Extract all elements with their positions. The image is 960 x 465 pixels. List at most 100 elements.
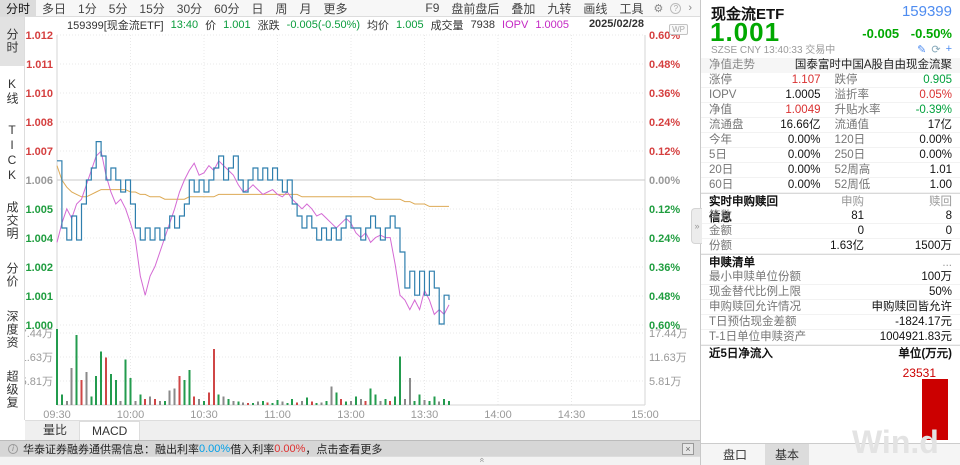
toolbar-item-1分[interactable]: 1分 (78, 1, 97, 16)
flow-bar-slot (922, 378, 948, 440)
iopv-label: IOPV (502, 18, 529, 31)
toolbar-item-F9[interactable]: F9 (425, 1, 440, 15)
panel-expander-handle[interactable]: » (691, 208, 702, 244)
intraday-chart-svg[interactable]: 1.012 1.011 1.010 1.008 1.007 1.006 1.005 1.004… (25, 17, 700, 420)
edit-icon[interactable]: ✎ (917, 44, 927, 56)
close-icon[interactable]: × (682, 442, 694, 455)
svg-text:13:00: 13:00 (337, 409, 365, 420)
price-value: 1.001 (223, 18, 251, 31)
toolbar-item-60分[interactable]: 60分 (214, 1, 240, 16)
redeem-list-header: 申赎清单 ... (701, 254, 960, 270)
info-value: 0.00% (919, 134, 952, 146)
last-price: 1.001 (710, 17, 781, 47)
toolbar-item-15分[interactable]: 15分 (139, 1, 165, 16)
subscribe-label: 金额 (709, 225, 732, 237)
info-label: 升贴水率 (834, 104, 881, 116)
svg-text:0.24%: 0.24% (649, 233, 680, 245)
info-row: 60日 0.00% 52周低 1.00 (701, 178, 960, 193)
toolbar-item-5分[interactable]: 5分 (108, 1, 128, 16)
svg-text:0.00%: 0.00% (649, 175, 680, 187)
flow-bar-slot (765, 378, 791, 440)
indicator-tab-量比[interactable]: 量比 (43, 423, 68, 437)
view-sidebar: 分时图 K线图 TICK 成交明细分价表深度资料超级复盘 (0, 17, 43, 420)
help-icon[interactable]: ? (670, 2, 682, 14)
intraday-chart-area[interactable]: 1.012 1.011 1.010 1.008 1.007 1.006 1.005 1.004… (25, 17, 700, 420)
toolbar-item-30分[interactable]: 30分 (176, 1, 203, 16)
sidebar-item-K线图[interactable]: K线图 (5, 77, 43, 106)
sidebar-item-分时图[interactable]: 分时图 (0, 17, 43, 66)
sidebar-item-超级复盘[interactable]: 超级复盘 (5, 370, 43, 410)
svg-text:1.006: 1.006 (25, 175, 53, 187)
toolbar-item-盘前盘后[interactable]: 盘前盘后 (451, 1, 500, 16)
toolbar-item-周[interactable]: 周 (275, 1, 288, 16)
svg-text:1.008: 1.008 (25, 117, 53, 129)
sidebar-item-深度资料[interactable]: 深度资料 (5, 310, 43, 350)
svg-text:10:30: 10:30 (190, 409, 218, 420)
period-toolbar: 分时 多日 1分 5分 15分 30分 60分日周月更多 F9 盘前盘后 叠加 九转 画线 工具 ⚙ … (0, 0, 700, 17)
toolbar-item-更多[interactable]: 更多 (323, 1, 348, 16)
info-label: IOPV (709, 89, 737, 101)
svg-text:5.81万: 5.81万 (649, 376, 681, 388)
margin-notice-bar[interactable]: i 华泰证券融券通供需信息：融出利率 0.00% 借入利率 0.00% ，点击查… (0, 440, 700, 456)
panel-tab-bar: 盘口 基本 (701, 443, 960, 465)
toolbar-item-分时[interactable]: 分时 (0, 0, 37, 16)
toolbar-right-group: F9 盘前盘后 叠加 九转 画线 工具 ⚙ ? › (419, 0, 700, 16)
info-label: 60日 (709, 179, 734, 191)
nav-trend-row[interactable]: 净值走势 国泰富时中国A股自由现金流聚 (701, 58, 960, 73)
svg-text:0.24%: 0.24% (649, 117, 680, 129)
sidebar-item-分价表[interactable]: 分价表 (5, 261, 43, 288)
volume-value: 7938 (470, 18, 496, 31)
toolbar-item-月[interactable]: 月 (299, 1, 312, 16)
refresh-icon[interactable]: ⟳ (931, 44, 941, 56)
info-row: 流通盘 16.66亿 流通值 17亿 (701, 118, 960, 133)
svg-text:1.011: 1.011 (26, 59, 53, 71)
svg-text:0.12%: 0.12% (649, 146, 680, 158)
notice-more-link[interactable]: ，点击查看更多 (305, 443, 383, 456)
panel-tab-基本[interactable]: 基本 (765, 444, 810, 465)
iopv-value: 1.0005 (535, 18, 569, 31)
svg-text:1.001: 1.001 (25, 291, 53, 303)
info-value: 0.905 (923, 74, 952, 86)
col-redeem: 赎回 (929, 196, 952, 208)
redeem-list-row: 申购赎回允许情况 申购赎回皆允许 (701, 300, 960, 315)
collapse-handle-icon[interactable]: « (477, 457, 488, 463)
info-row: 净值 1.0049 升贴水率 -0.39% (701, 103, 960, 118)
redeem-list-title: 申赎清单 (709, 257, 755, 269)
quote-action-icons: ✎ ⟳ + (917, 43, 952, 56)
svg-text:14:00: 14:00 (484, 409, 512, 420)
quote-info-rows: 涨停 1.107 跌停 0.905 IOPV 1.0005 溢折率 0.05% 净值 1.0049… (701, 73, 960, 193)
chevron-right-icon[interactable]: › (688, 2, 692, 14)
redeem-list-value: 50% (928, 286, 952, 298)
gear-icon[interactable]: ⚙ (653, 2, 664, 15)
svg-text:11.63万: 11.63万 (25, 352, 53, 364)
svg-text:0.60%: 0.60% (649, 320, 680, 332)
wp-badge-icon[interactable]: WP (669, 24, 688, 35)
panel-tab-盘口[interactable]: 盘口 (723, 448, 748, 462)
toolbar-item-九转[interactable]: 九转 (547, 1, 572, 16)
info-value: 1.01 (929, 164, 952, 176)
info-value: 17亿 (927, 119, 952, 131)
svg-text:1.002: 1.002 (25, 262, 53, 274)
toolbar-item-画线[interactable]: 画线 (583, 1, 608, 16)
indicator-tab-MACD[interactable]: MACD (79, 421, 141, 440)
add-icon[interactable]: + (945, 43, 952, 55)
info-label: 120日 (834, 134, 866, 146)
info-value: 1.00 (929, 179, 952, 191)
info-value: 1.0005 (785, 89, 821, 101)
svg-text:10:00: 10:00 (117, 409, 145, 420)
chart-symbol: 159399[现金流ETF] (67, 19, 164, 32)
toolbar-item-多日[interactable]: 多日 (42, 1, 67, 16)
svg-text:17.44万: 17.44万 (25, 328, 53, 340)
subscribe-value: 81 (851, 210, 864, 222)
sidebar-item-TICK[interactable]: TICK (5, 123, 19, 184)
info-row: 今年 0.00% 120日 0.00% (701, 133, 960, 148)
chart-date: 2025/02/28 (588, 18, 644, 30)
svg-text:1.007: 1.007 (25, 146, 53, 158)
sidebar-item-成交明细[interactable]: 成交明细 (5, 200, 43, 240)
more-button[interactable]: ... (942, 257, 952, 269)
toolbar-item-日[interactable]: 日 (251, 1, 264, 16)
toolbar-item-工具[interactable]: 工具 (619, 1, 644, 16)
toolbar-item-叠加[interactable]: 叠加 (511, 1, 536, 16)
flow-bar (922, 379, 948, 440)
redeem-list-label: T-1日单位申赎资产 (709, 331, 807, 343)
